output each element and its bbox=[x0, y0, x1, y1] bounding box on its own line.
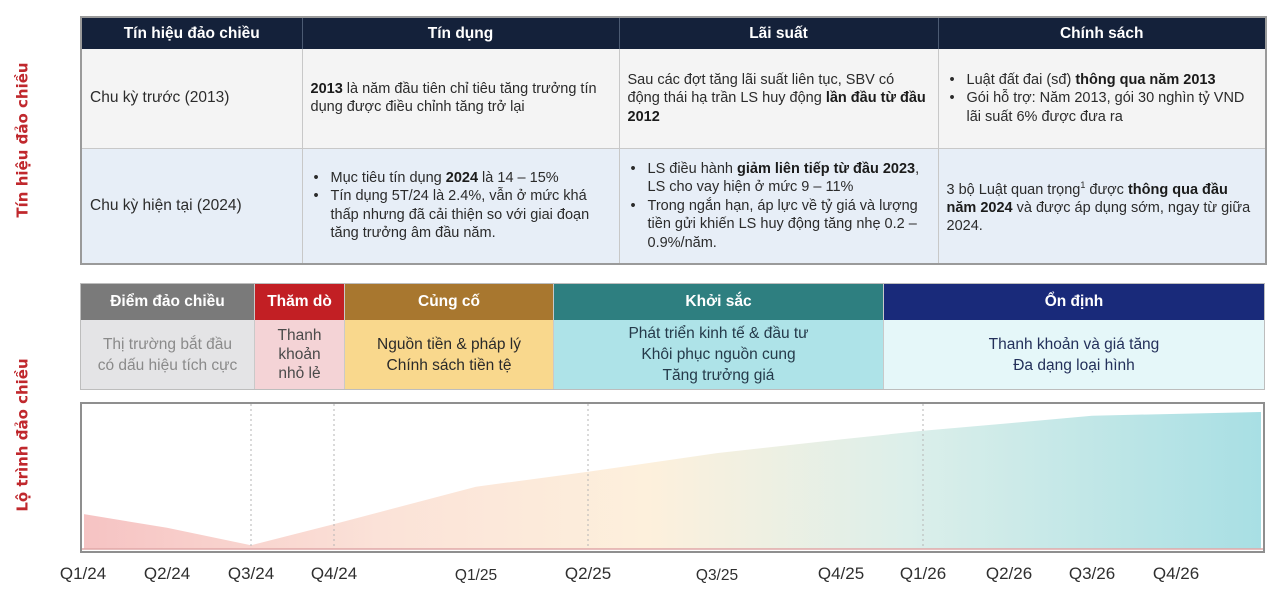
side-label-roadmap-text: Lộ trình đảo chiều bbox=[14, 358, 33, 512]
rate-list: LS điều hành giảm liên tiếp từ đầu 2023,… bbox=[628, 160, 930, 253]
policy-b2-text: Gói hỗ trợ: Năm 2013, gói 30 nghìn tỷ VN… bbox=[966, 90, 1245, 125]
table-row-previous-cycle: Chu kỳ trước (2013) 2013 là năm đầu tiên… bbox=[81, 49, 1267, 149]
x-tick-label: Q1/24 bbox=[59, 564, 107, 583]
policy-b1-text: Luật đất đai (sđ) bbox=[966, 71, 1076, 88]
phase-recovery: Khởi sắc Phát triển kinh tế & đầu tư Khô… bbox=[554, 284, 884, 389]
x-tick-label: Q3/25 bbox=[695, 567, 739, 584]
area-fill bbox=[84, 412, 1261, 549]
x-tick-label: Q4/26 bbox=[1152, 564, 1200, 583]
phase-line: Thị trường bắt đầu bbox=[102, 335, 233, 353]
header-signal: Tín hiệu đảo chiều bbox=[81, 17, 303, 49]
x-tick-label: Q4/24 bbox=[310, 564, 358, 583]
table-row-current-cycle: Chu kỳ hiện tại (2024) Mục tiêu tín dụng… bbox=[81, 148, 1267, 265]
policy-mid: được bbox=[1085, 181, 1128, 198]
x-tick-label: Q1/26 bbox=[899, 564, 947, 583]
phase-title: Củng cố bbox=[345, 284, 553, 320]
cell-rate: Sau các đợt tăng lãi suất liên tục, SBV … bbox=[619, 49, 939, 149]
phase-title: Ổn định bbox=[884, 284, 1264, 320]
phase-consolidation: Củng cố Nguồn tiền & pháp lý Chính sách … bbox=[345, 284, 554, 389]
list-item: Luật đất đai (sđ) thông qua năm 2013 bbox=[947, 71, 1258, 90]
phases-bar: Điểm đảo chiều Thị trường bắt đầu có dấu… bbox=[80, 283, 1265, 390]
x-tick-label: Q4/25 bbox=[817, 564, 865, 583]
x-tick-label: Q3/26 bbox=[1068, 564, 1116, 583]
side-label-roadmap: Lộ trình đảo chiều bbox=[8, 350, 38, 520]
list-item: Gói hỗ trợ: Năm 2013, gói 30 nghìn tỷ VN… bbox=[947, 89, 1258, 126]
phase-exploration: Thăm dò Thanh khoản nhỏ lẻ bbox=[255, 284, 345, 389]
list-item: Mục tiêu tín dụng 2024 là 14 – 15% bbox=[311, 169, 611, 188]
footnote-marker: 1 bbox=[1080, 179, 1086, 190]
header-rate: Lãi suất bbox=[619, 17, 939, 49]
credit-b1-bold: 2024 bbox=[445, 169, 479, 186]
phase-line: khoản bbox=[278, 346, 321, 363]
x-tick-label: Q2/26 bbox=[985, 564, 1033, 583]
policy-b1-bold: thông qua năm 2013 bbox=[1075, 71, 1216, 88]
phase-gridlines bbox=[250, 404, 924, 549]
rate-b2-text: Trong ngắn hạn, áp lực về tỷ giá và lượn… bbox=[647, 197, 918, 251]
credit-text: là năm đầu tiên chỉ tiêu tăng trưởng tín… bbox=[310, 80, 597, 116]
phase-body: Nguồn tiền & pháp lý Chính sách tiền tệ bbox=[345, 320, 553, 389]
row-label: Chu kỳ trước (2013) bbox=[81, 49, 303, 149]
policy-bold: thông qua đầu năm 2024 bbox=[946, 181, 1228, 216]
cell-credit: 2013 là năm đầu tiên chỉ tiêu tăng trưởn… bbox=[302, 49, 620, 149]
rate-b1-bold: giảm liên tiếp từ đầu 2023 bbox=[737, 160, 916, 177]
phase-body: Thị trường bắt đầu có dấu hiệu tích cực bbox=[81, 320, 254, 389]
phase-title: Thăm dò bbox=[255, 284, 344, 320]
credit-bold: 2013 bbox=[310, 80, 343, 97]
area-chart-svg bbox=[82, 404, 1263, 550]
phase-line: Thanh bbox=[277, 327, 322, 344]
policy-list: Luật đất đai (sđ) thông qua năm 2013 Gói… bbox=[947, 71, 1258, 127]
side-label-signals-text: Tín hiệu đảo chiều bbox=[14, 62, 32, 218]
cell-policy: Luật đất đai (sđ) thông qua năm 2013 Gói… bbox=[938, 49, 1267, 149]
list-item: LS điều hành giảm liên tiếp từ đầu 2023,… bbox=[628, 160, 930, 197]
phase-line: Tăng trưởng giá bbox=[662, 367, 775, 384]
cell-rate: LS điều hành giảm liên tiếp từ đầu 2023,… bbox=[619, 148, 939, 265]
signals-table: Tín hiệu đảo chiều Tín dụng Lãi suất Chí… bbox=[80, 16, 1267, 265]
phase-line: nhỏ lẻ bbox=[278, 365, 321, 382]
x-tick-label: Q2/24 bbox=[143, 564, 191, 583]
policy-pre: 3 bộ Luật quan trọng bbox=[946, 181, 1081, 198]
credit-list: Mục tiêu tín dụng 2024 là 14 – 15% Tín d… bbox=[311, 169, 611, 243]
rate-text: Sau các đợt tăng lãi suất liên tục, SBV … bbox=[627, 71, 895, 107]
list-item: Trong ngắn hạn, áp lực về tỷ giá và lượn… bbox=[628, 197, 930, 253]
policy-post: và được áp dụng sớm, ngay từ giữa 2024. bbox=[946, 199, 1251, 235]
phase-title: Điểm đảo chiều bbox=[81, 284, 254, 320]
x-tick-label: Q1/25 bbox=[454, 567, 498, 584]
credit-b1-pre: Mục tiêu tín dụng bbox=[330, 169, 446, 186]
x-axis: Q1/24 Q2/24 Q3/24 Q4/24 Q1/25 Q2/25 Q3/2… bbox=[0, 558, 1280, 588]
phase-title: Khởi sắc bbox=[554, 284, 883, 320]
phase-line: Thanh khoản và giá tăng bbox=[988, 335, 1160, 353]
phase-turning-point: Điểm đảo chiều Thị trường bắt đầu có dấu… bbox=[81, 284, 255, 389]
phase-body: Thanh khoản nhỏ lẻ bbox=[255, 320, 344, 389]
phase-body: Phát triển kinh tế & đầu tư Khôi phục ng… bbox=[554, 320, 883, 389]
header-credit: Tín dụng bbox=[302, 17, 620, 49]
phase-line: Phát triển kinh tế & đầu tư bbox=[628, 325, 809, 342]
phase-line: có dấu hiệu tích cực bbox=[97, 356, 238, 374]
rate-b1-post: , LS cho vay hiện ở mức 9 – 11% bbox=[647, 160, 920, 196]
row-label: Chu kỳ hiện tại (2024) bbox=[81, 148, 303, 265]
roadmap-area-chart bbox=[80, 402, 1265, 553]
phase-line: Nguồn tiền & pháp lý bbox=[377, 335, 521, 353]
list-item: Tín dụng 5T/24 là 2.4%, vẫn ở mức khá th… bbox=[311, 187, 611, 243]
signals-header-row: Tín hiệu đảo chiều Tín dụng Lãi suất Chí… bbox=[81, 17, 1267, 49]
credit-b2-text: Tín dụng 5T/24 là 2.4%, vẫn ở mức khá th… bbox=[330, 188, 590, 242]
phase-stable: Ổn định Thanh khoản và giá tăng Đa dạng … bbox=[884, 284, 1264, 389]
cell-credit: Mục tiêu tín dụng 2024 là 14 – 15% Tín d… bbox=[302, 148, 620, 265]
phase-line: Khôi phục nguồn cung bbox=[641, 346, 796, 363]
side-label-signals: Tín hiệu đảo chiều bbox=[8, 40, 38, 240]
rate-b1-pre: LS điều hành bbox=[647, 160, 737, 177]
credit-b1-post: là 14 – 15% bbox=[478, 169, 559, 186]
rate-bold: lần đầu từ đầu 2012 bbox=[627, 90, 926, 125]
phase-body: Thanh khoản và giá tăng Đa dạng loại hìn… bbox=[884, 320, 1264, 389]
phase-line: Chính sách tiền tệ bbox=[386, 356, 512, 374]
x-tick-label: Q3/24 bbox=[227, 564, 275, 583]
phase-line: Đa dạng loại hình bbox=[1013, 356, 1135, 374]
x-tick-label: Q2/25 bbox=[564, 564, 612, 583]
header-policy: Chính sách bbox=[938, 17, 1267, 49]
cell-policy: 3 bộ Luật quan trọng1 được thông qua đầu… bbox=[938, 148, 1267, 265]
